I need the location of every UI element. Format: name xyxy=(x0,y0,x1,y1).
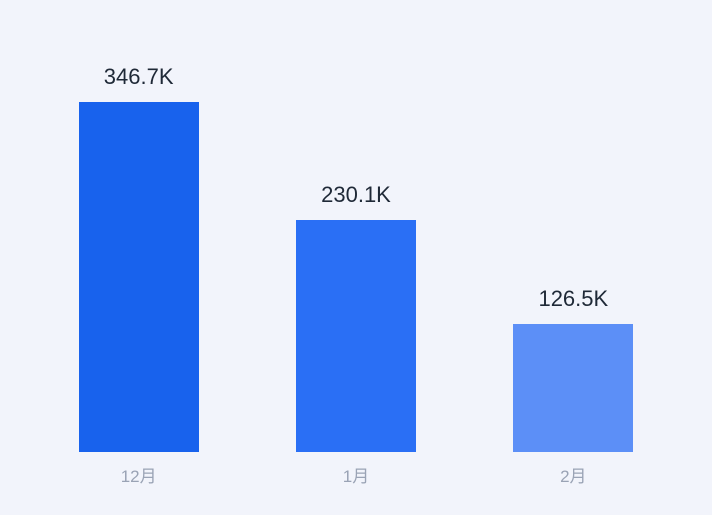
bar-value-label: 346.7K xyxy=(104,64,174,90)
x-axis-label: 1月 xyxy=(247,462,464,487)
bar-chart: 346.7K 230.1K 126.5K 12月 1月 2月 xyxy=(0,0,712,515)
bar-group: 346.7K xyxy=(30,40,247,452)
bar xyxy=(296,220,416,452)
x-axis-labels: 12月 1月 2月 xyxy=(0,452,712,515)
bar xyxy=(513,324,633,452)
x-axis-label: 12月 xyxy=(30,462,247,487)
bar-value-label: 230.1K xyxy=(321,182,391,208)
plot-area: 346.7K 230.1K 126.5K xyxy=(0,0,712,452)
bar xyxy=(79,102,199,452)
bar-group: 230.1K xyxy=(247,40,464,452)
bar-group: 126.5K xyxy=(465,40,682,452)
x-axis-label: 2月 xyxy=(465,462,682,487)
bar-value-label: 126.5K xyxy=(538,286,608,312)
